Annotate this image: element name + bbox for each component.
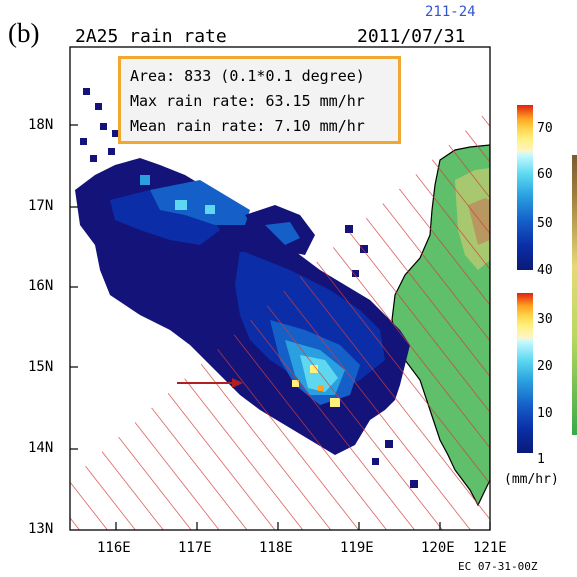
- x-tick-label: 119E: [340, 540, 374, 556]
- statistics-box: Area: 833 (0.1*0.1 degree) Max rain rate…: [118, 56, 401, 144]
- x-tick-label: 117E: [178, 540, 212, 556]
- y-tick-label: 16N: [28, 278, 54, 294]
- panel-label: (b): [8, 18, 40, 48]
- rain-rate-colorbar-lower: [517, 293, 533, 453]
- y-tick-label: 15N: [28, 359, 54, 375]
- y-tick-label: 13N: [28, 521, 54, 537]
- x-tick-label: 120E: [421, 540, 455, 556]
- terrain-colorbar: [572, 155, 577, 435]
- colorbar-tick-label: 1: [537, 452, 545, 467]
- hatched-region: [70, 108, 490, 530]
- map-title: 2A25 rain rate: [75, 26, 227, 47]
- colorbar-unit: (mm/hr): [504, 472, 559, 487]
- colorbar-tick-label: 50: [537, 216, 553, 231]
- mean-rain-stat: Mean rain rate: 7.10 mm/hr: [130, 117, 365, 135]
- y-tick-label: 17N: [28, 198, 54, 214]
- orbit-number: 211-24: [425, 4, 476, 20]
- y-tick-label: 14N: [28, 440, 54, 456]
- x-tick-label: 121E: [473, 540, 507, 556]
- colorbar-tick-label: 70: [537, 121, 553, 136]
- colorbar-tick-label: 30: [537, 312, 553, 327]
- storm-arrow: [177, 378, 243, 388]
- max-rain-stat: Max rain rate: 63.15 mm/hr: [130, 92, 365, 110]
- colorbar-tick-label: 60: [537, 167, 553, 182]
- colorbar-tick-label: 40: [537, 263, 553, 278]
- area-stat: Area: 833 (0.1*0.1 degree): [130, 67, 365, 85]
- footer-label: EC 07-31-00Z: [458, 560, 538, 573]
- colorbar-tick-label: 10: [537, 406, 553, 421]
- y-tick-label: 18N: [28, 117, 54, 133]
- map-date: 2011/07/31: [357, 26, 466, 47]
- x-tick-label: 116E: [97, 540, 131, 556]
- rain-rate-colorbar-upper: [517, 105, 533, 270]
- colorbar-tick-label: 20: [537, 359, 553, 374]
- x-tick-label: 118E: [259, 540, 293, 556]
